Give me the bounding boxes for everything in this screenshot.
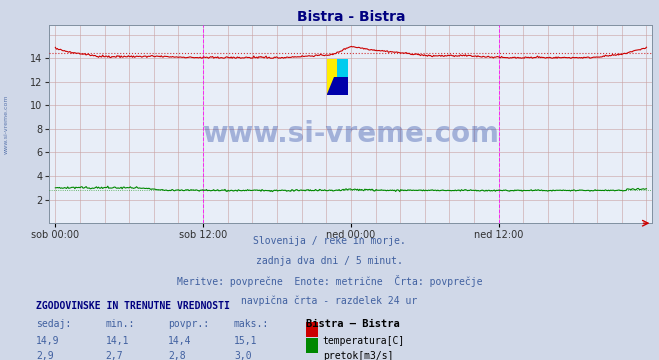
Text: 2,7: 2,7 <box>105 351 123 360</box>
Text: navpična črta - razdelek 24 ur: navpična črta - razdelek 24 ur <box>241 295 418 306</box>
Title: Bistra - Bistra: Bistra - Bistra <box>297 10 405 24</box>
Text: Bistra – Bistra: Bistra – Bistra <box>306 319 400 329</box>
Text: Slovenija / reke in morje.: Slovenija / reke in morje. <box>253 236 406 246</box>
Text: pretok[m3/s]: pretok[m3/s] <box>323 351 393 360</box>
Text: min.:: min.: <box>105 319 135 329</box>
Text: maks.:: maks.: <box>234 319 269 329</box>
Text: Meritve: povprečne  Enote: metrične  Črta: povprečje: Meritve: povprečne Enote: metrične Črta:… <box>177 275 482 287</box>
Text: 2,8: 2,8 <box>168 351 186 360</box>
Text: 2,9: 2,9 <box>36 351 54 360</box>
Text: temperatura[C]: temperatura[C] <box>323 336 405 346</box>
Bar <box>327 58 337 77</box>
Text: sedaj:: sedaj: <box>36 319 71 329</box>
Text: 15,1: 15,1 <box>234 336 258 346</box>
Bar <box>327 77 348 94</box>
Text: zadnja dva dni / 5 minut.: zadnja dva dni / 5 minut. <box>256 256 403 266</box>
Bar <box>337 58 348 77</box>
Text: 14,4: 14,4 <box>168 336 192 346</box>
Text: 3,0: 3,0 <box>234 351 252 360</box>
Text: www.si-vreme.com: www.si-vreme.com <box>202 120 500 148</box>
Text: povpr.:: povpr.: <box>168 319 209 329</box>
Text: 14,9: 14,9 <box>36 336 60 346</box>
Polygon shape <box>327 58 334 94</box>
Text: www.si-vreme.com: www.si-vreme.com <box>4 94 9 154</box>
Text: 14,1: 14,1 <box>105 336 129 346</box>
Text: ZGODOVINSKE IN TRENUTNE VREDNOSTI: ZGODOVINSKE IN TRENUTNE VREDNOSTI <box>36 301 230 311</box>
